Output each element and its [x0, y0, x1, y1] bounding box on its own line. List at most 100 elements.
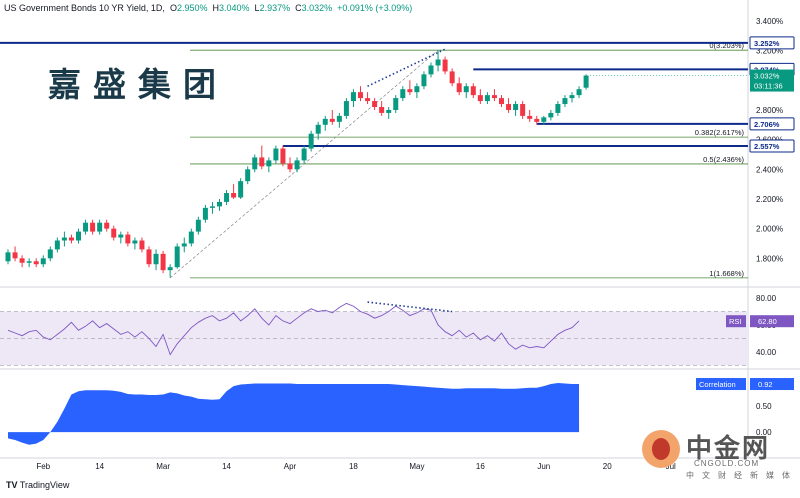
close-value: 3.032%	[301, 3, 333, 13]
close-label: C	[295, 3, 302, 13]
price-axis-tick: 3.200%	[756, 47, 783, 56]
rsi-value-label: 62.80	[758, 317, 777, 326]
candle-body	[315, 124, 321, 134]
price-axis-tick: 3.400%	[756, 17, 783, 26]
candle-body	[365, 98, 371, 102]
candle-body	[273, 148, 279, 161]
candle-body	[167, 267, 173, 271]
open-label: O	[169, 3, 177, 13]
candle-body	[280, 148, 286, 164]
fib-level-label: 1(1.668%)	[709, 269, 744, 278]
correlation-area	[8, 383, 580, 445]
candle-body	[153, 253, 159, 265]
candle-body	[47, 249, 53, 259]
fib-level-label: 0(3.203%)	[709, 41, 744, 50]
time-axis-tick: 20	[603, 462, 612, 471]
candle-body	[209, 206, 215, 208]
tradingview-logo[interactable]: TV TradingView	[6, 480, 69, 490]
candle-body	[449, 71, 455, 84]
candle-body	[442, 59, 448, 72]
tradingview-logo-text: TradingView	[19, 480, 70, 490]
candle-body	[491, 95, 497, 99]
rsi-value-tag	[750, 315, 794, 328]
price-axis-tick: 2.000%	[756, 225, 783, 234]
candle-body	[583, 75, 589, 88]
open-value: 2.950%	[176, 3, 208, 13]
time-axis-tick: May	[409, 462, 424, 471]
watermark-main-text: 中金网	[686, 434, 771, 464]
candle-body	[358, 92, 363, 99]
candle-body	[68, 237, 74, 241]
candle-body	[372, 101, 378, 107]
level-price-label: 2.706%	[754, 120, 780, 129]
high-label: H	[212, 3, 220, 13]
low-value: 2.937%	[259, 3, 291, 13]
candle-body	[308, 133, 314, 149]
candle-body	[160, 253, 166, 271]
time-axis-tick: 16	[476, 462, 485, 471]
candle-body	[555, 104, 561, 113]
tradingview-logo-icon: TV	[6, 480, 18, 490]
candle-body	[146, 249, 152, 265]
rsi-name-label: RSI	[729, 317, 742, 326]
candle-body	[541, 117, 547, 122]
time-axis-tick: Jul	[666, 462, 676, 471]
candle-body	[83, 222, 89, 232]
candle-body	[238, 181, 244, 198]
watermark-site-text: CNGOLD.COM	[694, 459, 760, 468]
candle-body	[343, 101, 349, 116]
brand-logo-text: 嘉盛集团	[48, 65, 228, 104]
candle-body	[499, 98, 504, 105]
correlation-axis-tick: 0.00	[756, 428, 772, 437]
candle-body	[569, 95, 575, 99]
low-label: L	[254, 3, 260, 13]
chart-header: US Government Bonds 10 YR Yield, 1D, O2.…	[4, 3, 412, 13]
candle-body	[259, 157, 265, 167]
time-axis-tick: 18	[349, 462, 358, 471]
candle-body	[435, 59, 441, 66]
level-price-tag	[749, 36, 795, 50]
candle-body	[386, 109, 392, 113]
candle-body	[76, 231, 81, 241]
candle-body	[421, 74, 427, 87]
candle-body	[139, 240, 145, 250]
candle-body	[125, 234, 131, 244]
candle-body	[562, 98, 568, 105]
candle-body	[231, 193, 237, 198]
candle-body	[470, 86, 476, 96]
rsi-line	[7, 302, 580, 356]
candle-body	[54, 240, 60, 250]
candle-body	[400, 89, 406, 99]
candle-body	[456, 83, 462, 93]
candle-body	[393, 98, 399, 110]
candle-body	[90, 222, 96, 232]
candle-body	[217, 201, 222, 207]
candle-body	[118, 234, 124, 238]
candle-body	[202, 207, 208, 220]
candle-body	[294, 160, 300, 170]
rsi-axis-tick: 40.00	[756, 348, 777, 357]
level-price-tag	[749, 117, 795, 131]
candle-body	[181, 243, 187, 247]
candle-body	[287, 163, 293, 170]
level-price-label: 2.557%	[754, 142, 780, 151]
candle-body	[111, 228, 117, 238]
candle-body	[322, 118, 328, 125]
price-axis-tick: 2.200%	[756, 195, 783, 204]
correlation-value-label: 0.92	[758, 380, 773, 389]
candle-body	[477, 95, 483, 102]
correlation-name-label: Correlation	[699, 380, 736, 389]
rsi-name-tag	[726, 315, 746, 328]
time-axis-tick: Apr	[284, 462, 297, 471]
level-price-tag	[749, 139, 795, 153]
candle-body	[329, 118, 335, 122]
change-value: +0.091% (+3.09%)	[337, 3, 413, 13]
candle-body	[520, 104, 526, 116]
candle-body	[188, 231, 194, 244]
candle-body	[195, 219, 201, 232]
candle-body	[548, 112, 554, 118]
last-price-label: 3.032%	[754, 72, 780, 81]
time-axis-tick: 14	[95, 462, 104, 471]
watermark-logo: 中金网 CNGOLD.COM 中文财经新媒体	[640, 428, 790, 480]
candle-body	[336, 115, 342, 122]
